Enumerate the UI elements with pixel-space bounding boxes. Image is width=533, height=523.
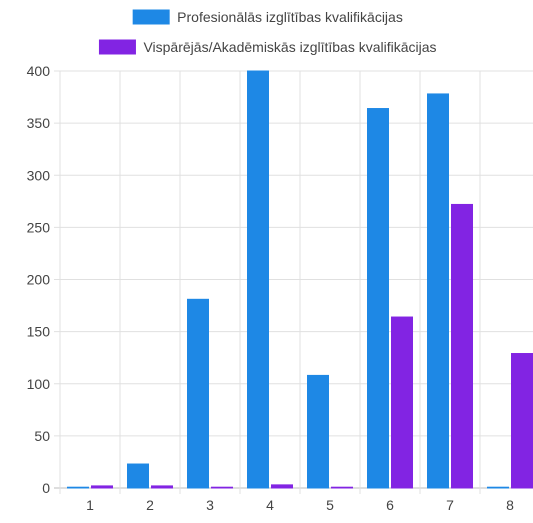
bar-series-2 (451, 203, 473, 489)
x-tick-label: 2 (146, 497, 154, 513)
bars (67, 70, 533, 489)
x-tick-label: 7 (446, 497, 454, 513)
y-tick-label: 200 (27, 272, 51, 288)
bar-series-1 (67, 486, 89, 489)
y-tick-label: 50 (34, 428, 50, 444)
bar-series-2 (91, 485, 113, 489)
bar-series-1 (367, 108, 389, 489)
bar-series-2 (391, 316, 413, 489)
legend: Profesionālās izglītības kvalifikācijas V… (98, 9, 437, 55)
x-tick-label: 3 (206, 497, 214, 513)
bar-series-1 (487, 486, 509, 489)
legend-label: Profesionālās izglītības kvalifikācijas (177, 9, 403, 25)
legend-swatch (98, 39, 136, 55)
x-tick-label: 4 (266, 497, 274, 513)
y-tick-label: 0 (42, 480, 50, 496)
bar-series-2 (271, 484, 293, 489)
bar-series-1 (247, 70, 269, 489)
bar-series-1 (187, 298, 209, 489)
y-tick-label: 100 (27, 376, 51, 392)
y-tick-label: 350 (27, 115, 51, 131)
bar-series-1 (307, 374, 329, 489)
legend-swatch (132, 9, 170, 25)
grid (54, 70, 533, 494)
x-tick-label: 8 (506, 497, 514, 513)
bar-series-2 (511, 353, 533, 489)
axes: 0 50 100 150 200 250 300 350 400 1 2 3 4 5 6 7 8 (27, 63, 514, 513)
legend-item: Vispārējās/Akadēmiskās izglītības kvalif… (98, 39, 437, 55)
bar-series-2 (151, 485, 173, 489)
x-tick-label: 1 (86, 497, 94, 513)
legend-label: Vispārējās/Akadēmiskās izglītības kvalif… (143, 39, 436, 55)
y-tick-label: 250 (27, 219, 51, 235)
y-tick-label: 300 (27, 167, 51, 183)
bar-series-1 (127, 463, 149, 489)
x-tick-label: 5 (326, 497, 334, 513)
bar-series-1 (427, 93, 449, 489)
legend-item: Profesionālās izglītības kvalifikācijas (132, 9, 403, 25)
y-tick-label: 400 (27, 63, 51, 79)
bar-series-2 (211, 486, 233, 489)
x-tick-label: 6 (386, 497, 394, 513)
bar-series-2 (331, 486, 353, 489)
y-tick-label: 150 (27, 324, 51, 340)
